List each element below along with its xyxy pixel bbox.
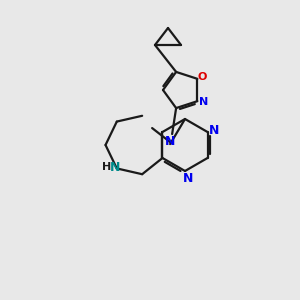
Text: O: O [198,72,207,82]
Text: H: H [102,162,111,172]
Text: N: N [165,135,175,148]
Text: N: N [110,161,120,174]
Text: N: N [183,172,193,185]
Text: N: N [209,124,220,136]
Text: N: N [199,97,208,107]
